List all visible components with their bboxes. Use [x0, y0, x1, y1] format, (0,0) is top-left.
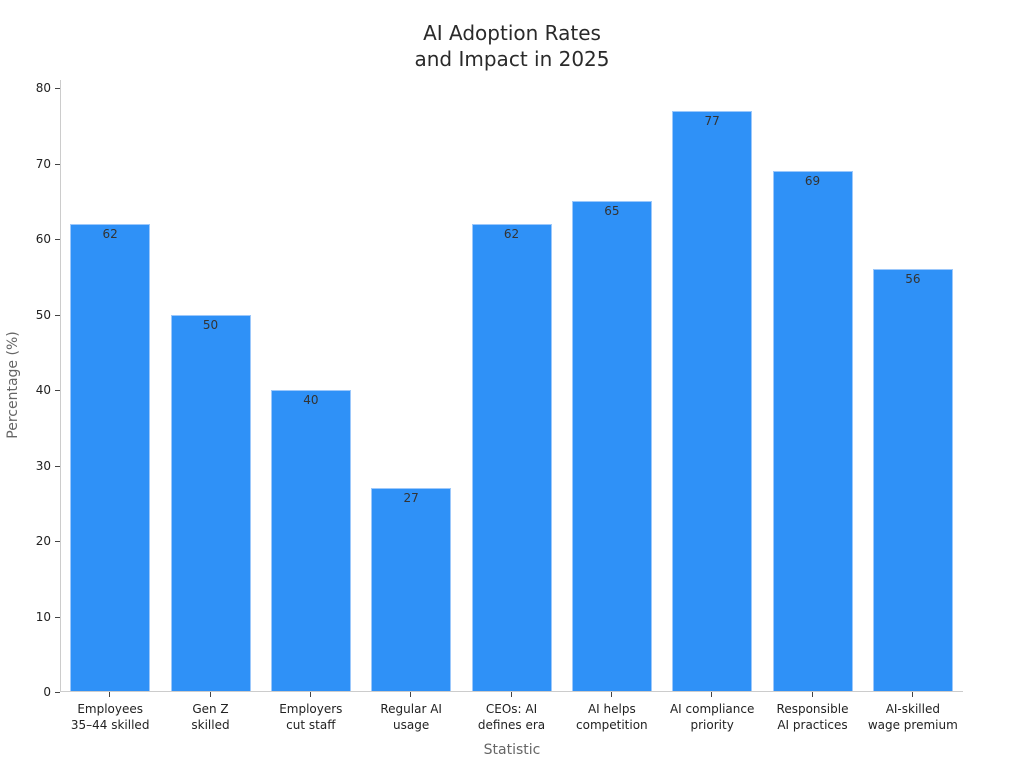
y-tick-label: 10 [35, 609, 51, 624]
x-tick-mark [711, 692, 713, 697]
y-tick-mark [55, 239, 60, 240]
y-tick: 50 [0, 308, 60, 322]
x-tick-mark [209, 692, 211, 697]
bar[interactable]: 50 [170, 314, 251, 692]
bar[interactable]: 27 [371, 488, 452, 692]
x-tick-mark [610, 692, 612, 697]
x-tick-label: Employers cut staff [279, 702, 343, 732]
y-tick-label: 0 [43, 685, 51, 699]
bar-value-label: 50 [202, 317, 219, 332]
bar[interactable]: 56 [872, 269, 953, 692]
bar-value-label: 62 [503, 226, 520, 241]
x-tick-label: Regular AI usage [380, 702, 442, 732]
bar-value-label: 77 [704, 113, 720, 128]
bar[interactable]: 77 [672, 110, 753, 692]
y-tick: 60 [0, 232, 60, 246]
y-tick: 80 [0, 81, 60, 95]
x-tick-label: Employees 35–44 skilled [70, 702, 150, 732]
x-tick-label: AI helps competition [576, 702, 648, 732]
bar-value-label: 69 [804, 174, 821, 189]
x-tick-label: AI-skilled wage premium [867, 702, 958, 732]
x-tick-mark [410, 692, 412, 697]
y-tick-mark [55, 390, 60, 391]
x-tick-mark [510, 692, 512, 697]
y-tick-mark [55, 163, 60, 165]
chart-title-line-2: and Impact in 2025 [414, 47, 610, 71]
y-tick: 40 [0, 383, 60, 397]
y-tick-mark [55, 616, 60, 618]
y-tick: 70 [0, 157, 60, 171]
x-tick-mark [911, 692, 913, 697]
y-tick-mark [55, 541, 60, 542]
y-tick-mark [55, 88, 60, 89]
x-tick-mark [109, 692, 111, 697]
bar[interactable]: 69 [772, 171, 853, 692]
x-tick-mark [309, 692, 311, 697]
x-tick-label: CEOs: AI defines era [477, 702, 546, 732]
x-tick-label: Gen Z skilled [191, 702, 230, 732]
x-tick-label: AI compliance priority [669, 702, 755, 732]
x-axis-line [60, 691, 963, 692]
y-tick: 30 [0, 459, 60, 473]
y-tick-label: 20 [35, 534, 51, 548]
bar-value-label: 40 [303, 393, 319, 407]
bar[interactable]: 62 [471, 223, 552, 692]
chart-title-line-1: AI Adoption Rates [423, 21, 601, 45]
y-tick-mark [55, 465, 60, 467]
bar-value-label: 62 [102, 226, 118, 241]
bar-value-label: 56 [905, 272, 921, 287]
y-tick-label: 50 [35, 307, 51, 322]
y-tick: 20 [0, 534, 60, 548]
y-tick: 10 [0, 610, 60, 624]
chart-title: AI Adoption Rates and Impact in 2025 [0, 20, 1024, 72]
x-tick-mark [811, 692, 813, 697]
y-tick-label: 30 [35, 458, 51, 473]
bar-value-label: 27 [403, 491, 419, 506]
x-tick-label: Responsible AI practices [776, 702, 849, 732]
bar[interactable]: 40 [270, 390, 351, 692]
y-tick-label: 80 [35, 81, 51, 95]
y-tick-mark [55, 692, 60, 693]
y-axis-line [60, 80, 61, 692]
y-tick-mark [55, 314, 60, 316]
bar[interactable]: 62 [70, 223, 151, 692]
y-tick-label: 40 [35, 383, 51, 397]
x-axis-label: Statistic [483, 742, 541, 758]
y-tick: 0 [0, 685, 60, 699]
y-tick-label: 60 [35, 232, 51, 246]
bar[interactable]: 65 [571, 201, 652, 692]
bar-value-label: 65 [604, 204, 620, 219]
y-tick-label: 70 [35, 156, 51, 171]
